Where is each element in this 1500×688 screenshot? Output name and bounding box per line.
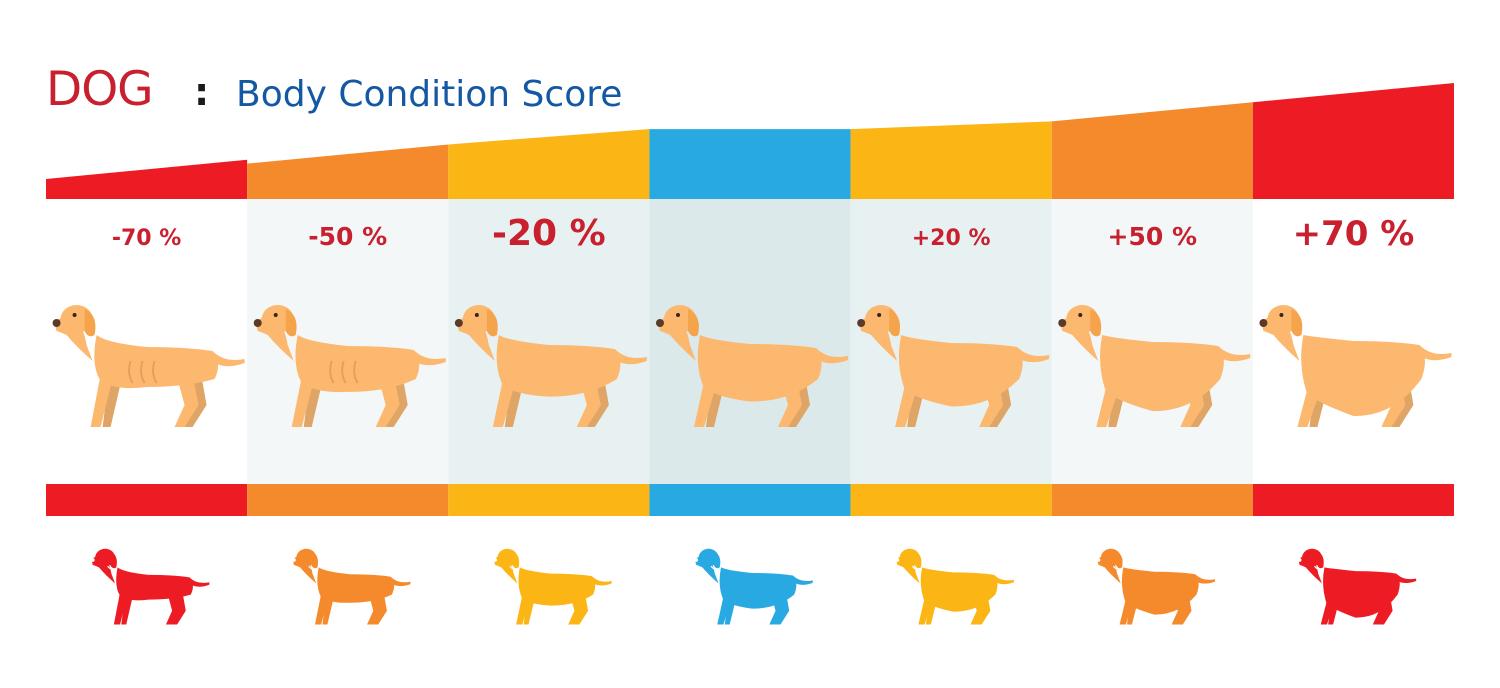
title-subtitle: Body Condition Score	[236, 74, 623, 115]
percentage-label: +20 %	[912, 226, 991, 251]
top-band-segment	[247, 144, 449, 199]
top-band-segment	[649, 129, 851, 199]
bottom-band-segment	[247, 484, 449, 516]
top-band-segment	[448, 129, 650, 199]
dog-icon	[493, 548, 612, 625]
dog-illustration	[1058, 305, 1251, 427]
percentage-label: +70 %	[1293, 214, 1415, 254]
bottom-band-segment	[1051, 484, 1253, 516]
percentage-label: -20 %	[492, 213, 606, 254]
dog-icon	[895, 548, 1014, 625]
top-band-segment	[1252, 83, 1454, 199]
top-band-segment	[1051, 102, 1253, 199]
bottom-color-bands	[46, 484, 1454, 516]
title-species: DOG	[46, 62, 154, 117]
top-band-segment	[46, 159, 248, 199]
dog-illustration	[656, 305, 848, 427]
percentage-label: -70 %	[112, 226, 181, 251]
top-band-segment	[850, 121, 1052, 199]
dog-illustration	[1259, 305, 1452, 427]
bottom-band-segment	[1252, 484, 1454, 516]
percentage-labels: -70 % -50 % -20 % +20 % +50 % +70 %	[112, 213, 1414, 254]
bottom-band-segment	[649, 484, 851, 516]
dog-icon	[292, 548, 411, 625]
title-separator: :	[194, 70, 210, 114]
percentage-label: +50 %	[1108, 222, 1198, 251]
dog-illustration	[454, 305, 647, 427]
dog-illustration	[253, 305, 446, 427]
bottom-band-segment	[850, 484, 1052, 516]
dog-illustrations	[52, 305, 1452, 427]
dog-illustration	[52, 305, 245, 427]
dog-icon	[1297, 548, 1417, 625]
dog-icons	[90, 548, 1417, 625]
dog-illustration	[857, 305, 1050, 427]
percentage-label: -50 %	[308, 222, 387, 251]
top-weight-bands	[46, 83, 1454, 199]
bottom-band-segment	[46, 484, 248, 516]
dog-icon	[90, 548, 210, 625]
dog-icon	[1096, 548, 1216, 625]
bottom-band-segment	[448, 484, 650, 516]
dog-icon	[694, 548, 813, 625]
column-backgrounds	[46, 199, 1454, 484]
